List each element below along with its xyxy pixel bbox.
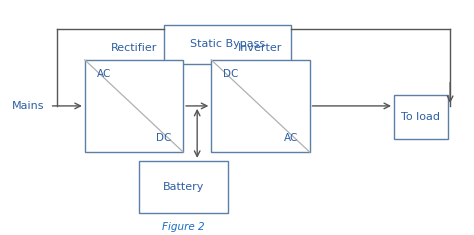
Bar [85,60,183,152]
Text: DC: DC [223,69,238,79]
Text: Figure 2: Figure 2 [162,222,204,232]
Bar [164,25,291,64]
Bar [211,60,310,152]
Text: Static Bypass: Static Bypass [190,39,265,50]
Text: AC: AC [283,133,298,143]
Text: To load: To load [401,112,440,122]
Text: Rectifier: Rectifier [111,43,157,53]
Bar [394,95,448,139]
Text: Battery: Battery [163,182,204,192]
Bar [138,161,228,213]
Text: Inverter: Inverter [238,43,283,53]
Text: AC: AC [97,69,111,79]
Text: DC: DC [156,133,172,143]
Text: Mains: Mains [12,101,45,111]
